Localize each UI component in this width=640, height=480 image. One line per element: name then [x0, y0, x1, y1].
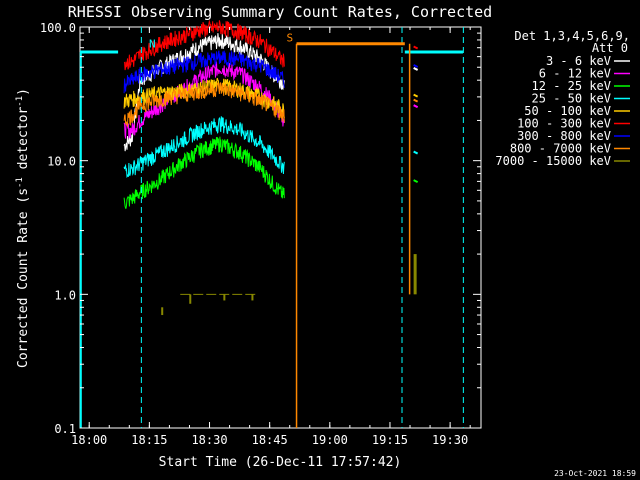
series-line-1: [123, 61, 285, 139]
x-tick-label-1: 18:15: [131, 433, 167, 447]
series-line-2: [123, 136, 285, 209]
legend-label-8: 7000 - 15000 keV: [495, 154, 611, 168]
series-spike-8: [413, 254, 417, 295]
y-axis: 100.0 10.0 1.0 0.1: [40, 21, 481, 436]
legend-label-1: 6 - 12 keV: [539, 67, 611, 81]
series-line-0: [123, 33, 285, 152]
night-flag-label: N: [149, 38, 156, 51]
legend-label-7: 800 - 7000 keV: [510, 142, 611, 156]
saa-flag-label: S: [287, 31, 294, 44]
series-line-7: [123, 82, 285, 127]
series-burst-1: [413, 104, 419, 109]
series-line-6: [123, 50, 285, 94]
legend-label-6: 300 - 800 keV: [517, 129, 611, 143]
legend-label-3: 25 - 50 keV: [532, 92, 611, 106]
x-axis-label: Start Time (26-Dec-11 17:57:42): [159, 455, 402, 470]
x-tick-label-0: 18:00: [71, 433, 107, 447]
series-burst-4: [413, 93, 419, 98]
series-burst-2: [413, 179, 419, 184]
series-burst-3: [413, 150, 419, 155]
series-burst-0: [413, 67, 419, 71]
x-tick-label-4: 19:00: [312, 433, 348, 447]
y-tick-label-0: 100.0: [40, 21, 76, 35]
x-tick-label-2: 18:30: [191, 433, 227, 447]
y-tick-label-3: 0.1: [54, 422, 76, 436]
series-layer: [123, 19, 419, 316]
series-burst-6: [413, 64, 419, 68]
x-axis: 18:00 18:15 18:30 18:45 19:00 19:15 19:30: [71, 27, 471, 447]
x-tick-label-3: 18:45: [252, 433, 288, 447]
series-line-3: [123, 116, 285, 179]
legend-label-4: 50 - 100 keV: [524, 104, 611, 118]
legend-header: Det 1,3,4,5,6,9,: [514, 29, 630, 43]
legend-label-0: 3 - 6 keV: [546, 54, 611, 68]
series-burst-5: [413, 45, 419, 50]
y-tick-label-1: 10.0: [47, 155, 76, 169]
legend-label-2: 12 - 25 keV: [532, 79, 611, 93]
footer-timestamp: 23-Oct-2021 18:59: [554, 469, 636, 478]
chart-title: RHESSI Observing Summary Count Rates, Co…: [68, 3, 492, 21]
series-line-5: [123, 19, 285, 71]
legend-label-5: 100 - 300 keV: [517, 117, 611, 131]
series-line-4: [123, 77, 285, 118]
y-axis-label: Corrected Count Rate (s-1 detector-1): [15, 88, 31, 368]
x-tick-label-6: 19:30: [432, 433, 468, 447]
legend-attenuator: Att 0: [592, 41, 628, 55]
y-tick-label-2: 1.0: [54, 288, 76, 302]
series-burst-7: [413, 98, 419, 103]
x-tick-label-5: 19:15: [372, 433, 408, 447]
